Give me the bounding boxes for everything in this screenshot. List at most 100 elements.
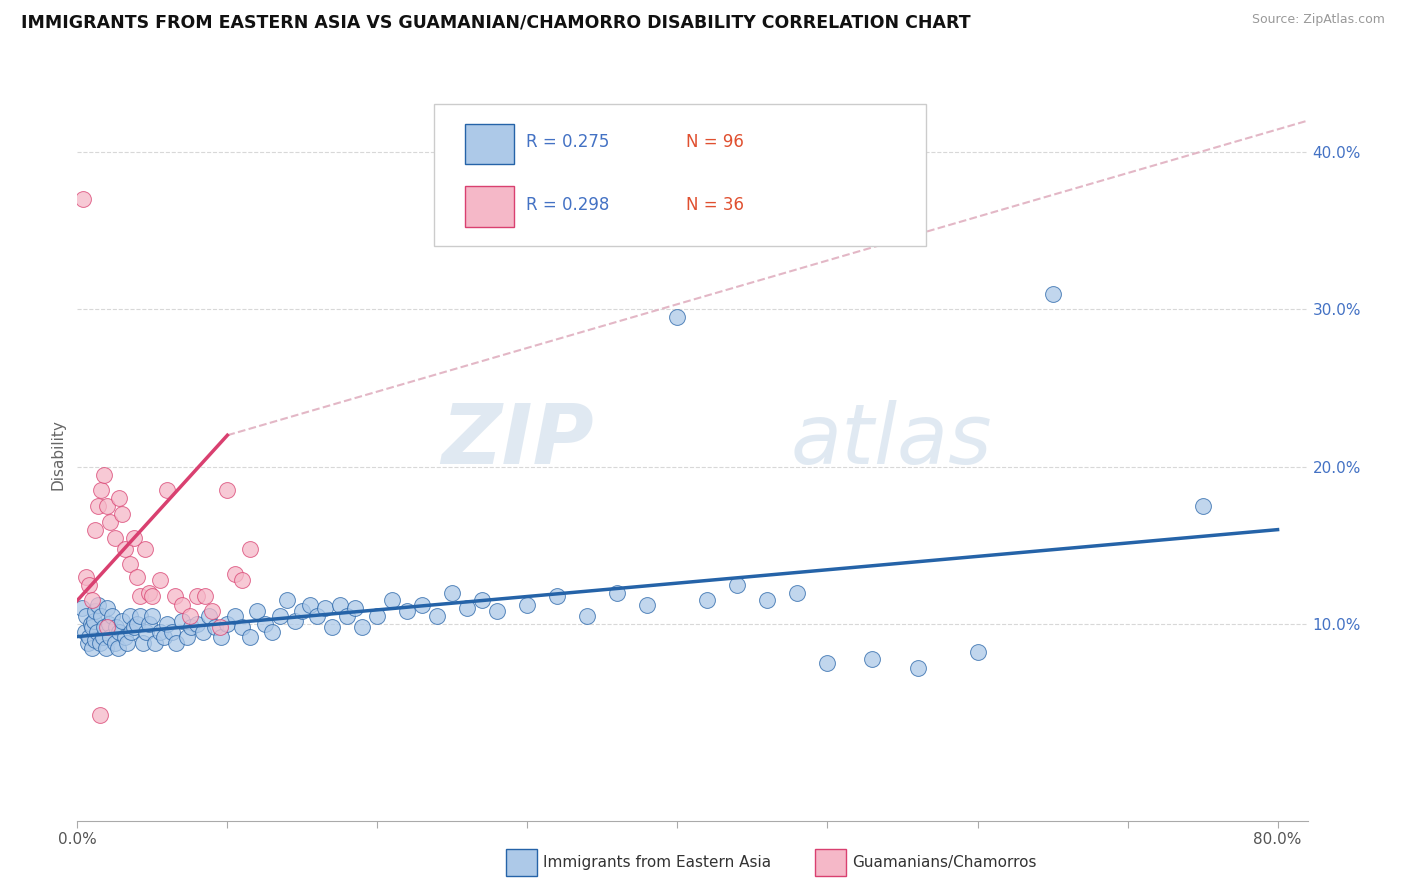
- Point: [138, 585, 160, 599]
- Text: atlas: atlas: [792, 400, 993, 481]
- Point: [87, 499, 110, 513]
- Point: [82, 620, 104, 634]
- Point: [231, 620, 253, 634]
- Point: [246, 604, 269, 618]
- Point: [366, 609, 388, 624]
- Point: [91, 630, 114, 644]
- Point: [118, 609, 141, 624]
- Text: Guamanians/Chamorros: Guamanians/Chamorros: [852, 855, 1036, 870]
- Point: [96, 620, 118, 634]
- Point: [298, 598, 321, 612]
- Point: [208, 620, 231, 634]
- Point: [75, 609, 97, 624]
- Point: [193, 624, 215, 639]
- Point: [73, 624, 96, 639]
- Point: [76, 636, 98, 650]
- Point: [72, 192, 94, 206]
- Point: [141, 589, 163, 603]
- Point: [70, 601, 93, 615]
- Point: [291, 604, 314, 618]
- Point: [96, 601, 118, 615]
- Point: [111, 507, 134, 521]
- Point: [486, 604, 509, 618]
- Point: [172, 598, 194, 612]
- Point: [89, 708, 111, 723]
- Point: [786, 585, 808, 599]
- Point: [93, 467, 115, 482]
- Point: [115, 636, 138, 650]
- Point: [1042, 286, 1064, 301]
- Point: [98, 515, 121, 529]
- Point: [284, 614, 307, 628]
- Point: [90, 609, 112, 624]
- Point: [163, 589, 186, 603]
- Point: [111, 614, 134, 628]
- FancyBboxPatch shape: [465, 124, 515, 164]
- Point: [336, 609, 359, 624]
- Point: [396, 604, 419, 618]
- Point: [149, 624, 172, 639]
- Text: R = 0.298: R = 0.298: [526, 195, 610, 214]
- Point: [756, 593, 779, 607]
- Point: [441, 585, 464, 599]
- Point: [120, 624, 142, 639]
- Point: [97, 617, 120, 632]
- Point: [114, 541, 136, 556]
- Point: [135, 624, 157, 639]
- Text: N = 36: N = 36: [686, 195, 744, 214]
- Point: [87, 598, 110, 612]
- Point: [636, 598, 658, 612]
- Point: [966, 645, 988, 659]
- Point: [180, 620, 202, 634]
- Point: [82, 640, 104, 655]
- Point: [576, 609, 599, 624]
- Point: [84, 523, 107, 537]
- Point: [127, 617, 149, 632]
- Point: [84, 632, 107, 647]
- Point: [94, 640, 117, 655]
- Point: [98, 630, 121, 644]
- Point: [138, 617, 160, 632]
- Point: [104, 636, 127, 650]
- Y-axis label: Disability: Disability: [51, 419, 66, 491]
- Point: [153, 630, 176, 644]
- Point: [149, 573, 172, 587]
- Text: Immigrants from Eastern Asia: Immigrants from Eastern Asia: [543, 855, 770, 870]
- Point: [411, 598, 433, 612]
- Point: [82, 593, 104, 607]
- Point: [108, 491, 131, 505]
- Point: [172, 614, 194, 628]
- Point: [186, 617, 208, 632]
- Point: [156, 483, 179, 498]
- Point: [79, 630, 101, 644]
- Point: [471, 593, 494, 607]
- Point: [90, 483, 112, 498]
- Point: [307, 609, 329, 624]
- Point: [179, 609, 201, 624]
- Point: [269, 609, 291, 624]
- Point: [381, 593, 404, 607]
- Point: [80, 617, 103, 632]
- Point: [217, 617, 239, 632]
- Point: [727, 577, 749, 591]
- Point: [93, 620, 115, 634]
- Point: [253, 617, 276, 632]
- Point: [204, 620, 226, 634]
- Point: [231, 573, 253, 587]
- Point: [75, 570, 97, 584]
- Point: [107, 640, 129, 655]
- Point: [129, 589, 152, 603]
- Point: [224, 609, 246, 624]
- Point: [606, 585, 628, 599]
- Point: [314, 601, 336, 615]
- Point: [239, 630, 262, 644]
- Point: [127, 570, 149, 584]
- Point: [129, 609, 152, 624]
- Text: R = 0.275: R = 0.275: [526, 133, 610, 151]
- Point: [321, 620, 343, 634]
- Point: [89, 636, 111, 650]
- Point: [132, 636, 155, 650]
- Point: [194, 589, 217, 603]
- Point: [83, 614, 105, 628]
- Point: [209, 630, 232, 644]
